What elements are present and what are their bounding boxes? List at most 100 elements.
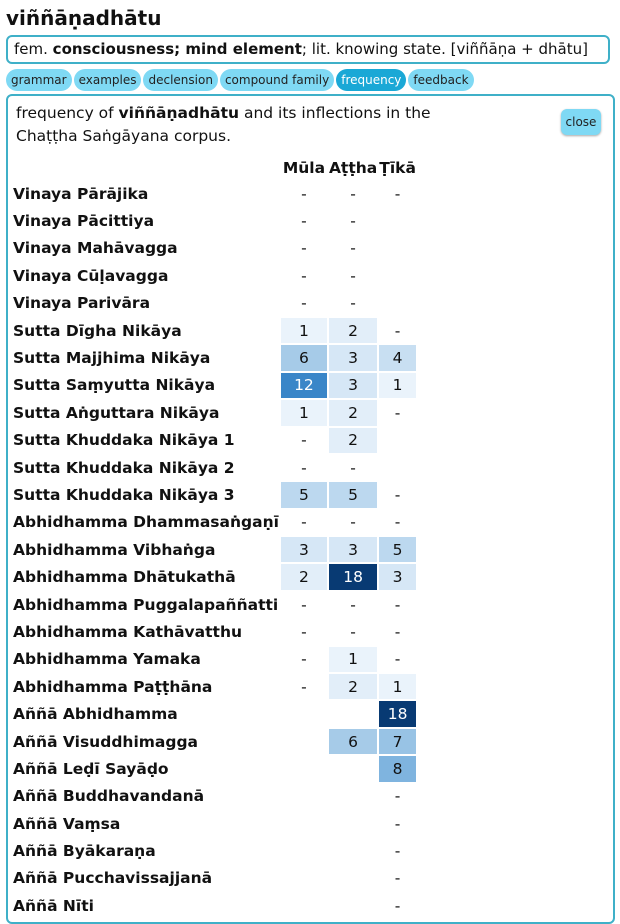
table-row: Aññā Visuddhimagga 6 7 xyxy=(13,728,416,755)
frequency-cell: 1 xyxy=(379,674,416,700)
frequency-cell: - xyxy=(394,814,401,833)
tab-frequency[interactable]: frequency xyxy=(336,69,407,91)
frequency-cell xyxy=(281,838,327,863)
frequency-cell: - xyxy=(350,458,356,477)
frequency-cell: - xyxy=(394,650,401,669)
frequency-table: Mūla Aṭṭha Ṭīkā Vinaya Pārājika - - - Vinaya… xyxy=(11,154,418,921)
tab-compound-family[interactable]: compound family xyxy=(219,69,335,91)
tab-declension[interactable]: declension xyxy=(143,69,218,91)
frequency-cell: - xyxy=(350,239,356,258)
table-row: Sutta Majjhima Nikāya 6 3 4 xyxy=(13,345,416,371)
book-name: Aññā Nīti xyxy=(13,896,94,915)
tab-grammar[interactable]: grammar xyxy=(6,69,72,91)
table-row: Abhidhamma Dhammasaṅgaṇī - - - xyxy=(13,510,416,535)
tab-examples[interactable]: examples xyxy=(73,69,142,91)
frequency-cell: - xyxy=(394,184,401,203)
header-attha: Aṭṭha xyxy=(328,158,378,177)
table-row: Sutta Khuddaka Nikāya 1 - 2 xyxy=(13,427,416,453)
frequency-cell: 2 xyxy=(328,317,378,344)
frequency-cell: 18 xyxy=(328,564,378,590)
frequency-cell xyxy=(379,208,416,233)
frequency-cell: 3 xyxy=(379,564,416,590)
frequency-cell xyxy=(281,756,327,781)
frequency-cell: 5 xyxy=(379,537,416,563)
summary-literal: ; lit. knowing state. [viññāṇa + dhātu] xyxy=(301,40,588,58)
frequency-cell: 2 xyxy=(328,427,378,453)
frequency-cell: 6 xyxy=(328,728,378,755)
frequency-cell: - xyxy=(301,212,307,231)
summary-gender: fem. xyxy=(14,40,48,58)
header-mula: Mūla xyxy=(282,158,326,177)
frequency-cell: - xyxy=(394,321,401,340)
table-row: Abhidhamma Dhātukathā 2 18 3 xyxy=(13,564,416,590)
frequency-cell: - xyxy=(394,595,401,614)
book-name: Abhidhamma Dhātukathā xyxy=(13,568,236,587)
frequency-cell: - xyxy=(350,266,356,285)
table-row: Abhidhamma Yamaka -1- xyxy=(13,646,416,673)
frequency-cell: - xyxy=(394,403,401,422)
book-name: Abhidhamma Puggalapaññatti xyxy=(13,595,279,614)
book-name: Aññā Buddhavandanā xyxy=(13,787,205,806)
frequency-cell: 1 xyxy=(280,317,327,344)
close-button[interactable]: close xyxy=(561,109,601,135)
frequency-cell: - xyxy=(394,513,401,532)
frequency-cell: - xyxy=(301,513,307,532)
table-header-row: Mūla Aṭṭha Ṭīkā xyxy=(13,156,416,179)
table-row: Vinaya Parivāra - - xyxy=(13,291,416,316)
book-name: Abhidhamma Yamaka xyxy=(13,650,201,669)
frequency-cell xyxy=(329,811,377,836)
frequency-cell: - xyxy=(301,458,307,477)
table-row: Aññā Abhidhamma 18 xyxy=(13,701,416,727)
frequency-cell xyxy=(281,893,327,918)
summary-meaning: consciousness; mind element xyxy=(52,40,302,58)
frequency-cell xyxy=(329,701,377,726)
frequency-cell xyxy=(281,784,327,809)
frequency-cell xyxy=(281,701,327,726)
book-name: Aññā Abhidhamma xyxy=(13,705,178,724)
frequency-cell xyxy=(329,756,377,781)
frequency-cell: 3 xyxy=(280,537,327,563)
frequency-cell xyxy=(379,428,416,453)
book-name: Sutta Majjhima Nikāya xyxy=(13,349,211,368)
frequency-cell: 7 xyxy=(379,728,416,755)
frequency-cell: - xyxy=(301,622,307,641)
frequency-cell: 3 xyxy=(328,537,378,563)
book-name: Vinaya Pārājika xyxy=(13,184,149,203)
book-name: Sutta Dīgha Nikāya xyxy=(13,321,182,340)
frequency-cell xyxy=(281,729,327,754)
book-name: Vinaya Pācittiya xyxy=(13,212,155,231)
table-row: Aññā Vaṃsa - xyxy=(13,811,416,836)
frequency-cell: 5 xyxy=(280,482,327,508)
book-name: Aññā Visuddhimagga xyxy=(13,732,199,751)
summary-box: fem. consciousness; mind element; lit. k… xyxy=(6,35,610,64)
book-name: Vinaya Mahāvagga xyxy=(13,239,178,258)
frequency-cell: - xyxy=(301,677,307,696)
frequency-cell: - xyxy=(394,869,401,888)
frequency-cell: 2 xyxy=(328,400,378,426)
table-row: Abhidhamma Vibhaṅga 3 3 5 xyxy=(13,537,416,563)
frequency-cell: 8 xyxy=(379,756,416,782)
frequency-intro: frequency of viññāṇadhātu and its inflec… xyxy=(16,102,496,148)
frequency-table-body: Vinaya Pārājika - - - Vinaya Pācittiya - - Vina… xyxy=(13,181,416,919)
frequency-cell xyxy=(281,811,327,836)
table-row: Aññā Pucchavissajjanā - xyxy=(13,866,416,891)
book-name: Sutta Saṃyutta Nikāya xyxy=(13,376,216,395)
intro-pre: frequency of xyxy=(16,104,119,122)
book-name: Sutta Khuddaka Nikāya 1 xyxy=(13,431,235,450)
book-name: Abhidhamma Paṭṭhāna xyxy=(13,677,213,696)
frequency-cell: - xyxy=(301,266,307,285)
frequency-cell: 1 xyxy=(379,372,416,399)
table-row: Aññā Buddhavandanā - xyxy=(13,784,416,809)
book-name: Abhidhamma Kathāvatthu xyxy=(13,622,243,641)
frequency-cell xyxy=(379,291,416,316)
table-row: Abhidhamma Paṭṭhāna - 2 1 xyxy=(13,674,416,700)
frequency-cell xyxy=(379,455,416,480)
table-row: Vinaya Pārājika - - - xyxy=(13,181,416,206)
book-name: Aññā Vaṃsa xyxy=(13,814,121,833)
frequency-cell: - xyxy=(301,595,307,614)
book-name: Abhidhamma Dhammasaṅgaṇī xyxy=(13,513,279,532)
frequency-cell: - xyxy=(350,622,356,641)
frequency-cell: 1 xyxy=(328,646,378,673)
frequency-cell: 4 xyxy=(379,345,416,371)
tab-feedback[interactable]: feedback xyxy=(408,69,474,91)
